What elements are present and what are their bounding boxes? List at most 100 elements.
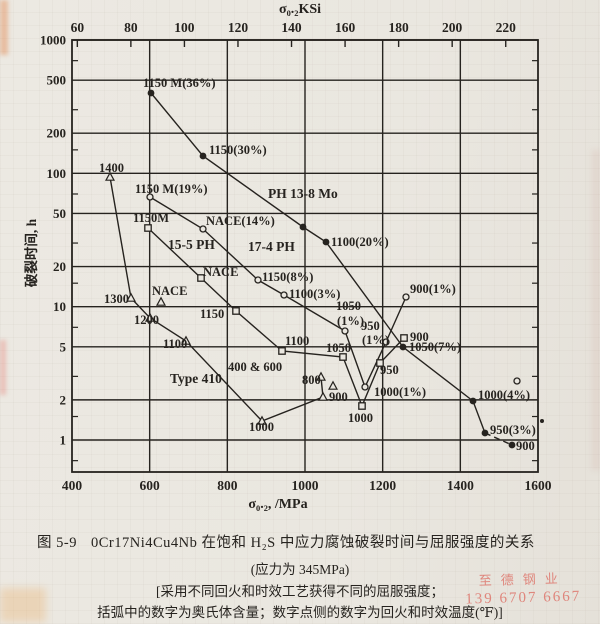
data-point-marker xyxy=(144,224,152,232)
y-tick-label: 100 xyxy=(47,166,67,181)
ksi-tick-label: 220 xyxy=(496,20,517,35)
ksi-tick-label: 200 xyxy=(442,20,463,35)
data-point-label: 1300 xyxy=(104,292,129,306)
x-tick-label: 1200 xyxy=(369,478,396,493)
series-line xyxy=(149,196,407,389)
series-name-label: 15-5 PH xyxy=(168,237,215,252)
data-point-marker xyxy=(341,327,349,335)
data-point-marker xyxy=(327,380,339,390)
data-point-label: NACE(14%) xyxy=(206,214,275,228)
ksi-tick-label: 80 xyxy=(124,20,138,35)
data-point-label: 1400 xyxy=(99,161,124,175)
top-axis-title: σ₀.₂KSi xyxy=(279,2,321,17)
x-tick-label: 1400 xyxy=(447,478,474,493)
data-point-label: 1100(20%) xyxy=(331,235,389,249)
data-point-marker xyxy=(382,338,390,346)
data-point-marker xyxy=(144,312,156,322)
data-point-label: 950(3%) xyxy=(490,423,536,437)
data-point-label: 950 xyxy=(361,319,380,333)
data-point-marker xyxy=(232,307,240,315)
data-point-marker xyxy=(199,152,207,160)
data-point-label: 1150 M(19%) xyxy=(135,182,208,196)
y-tick-label: 500 xyxy=(47,73,67,88)
plot-frame xyxy=(71,39,539,473)
data-point-label: 1150M xyxy=(133,211,169,225)
data-point-marker xyxy=(155,296,167,306)
data-point-label: 1150(8%) xyxy=(262,270,313,284)
series-name-label: Type 410 xyxy=(170,371,222,386)
bottom-axis-title: σ₀.₂, /MPa xyxy=(248,497,307,512)
figure-title: 0Cr17Ni4Cu4Nb 在饱和 H₂S 中应力腐蚀破裂时间与屈服强度的关系 xyxy=(90,535,535,551)
y-tick-label: 10 xyxy=(53,299,66,314)
y-tick-label: 1000 xyxy=(40,33,66,48)
data-point-marker xyxy=(146,193,154,201)
y-tick-label: 2 xyxy=(60,392,67,407)
data-point-label: (1%) xyxy=(362,333,389,347)
x-tick-label: 1000 xyxy=(292,478,319,493)
x-tick-label: 800 xyxy=(217,478,238,493)
y-tick-label: 5 xyxy=(60,339,67,354)
data-point-label: NACE xyxy=(203,265,238,279)
x-tick-label: 1600 xyxy=(525,478,552,493)
figure-note-line2: 括弧中的数字为奥氏体含量；数字点侧的数字为回火和时效温度(℉)] xyxy=(97,605,503,620)
series-name-label: PH 13-8 Mo xyxy=(268,186,338,201)
data-point-label: 400 & 600 xyxy=(228,360,282,374)
data-point-label: 900 xyxy=(329,390,348,404)
data-point-marker xyxy=(400,334,408,342)
y-tick-label: 20 xyxy=(53,259,66,274)
figure-number: 图 5-9 xyxy=(37,535,77,551)
series-line xyxy=(147,227,405,408)
ksi-tick-label: 100 xyxy=(174,20,195,35)
data-point-marker xyxy=(402,293,410,301)
data-point-marker xyxy=(280,291,288,299)
data-point-label: 900(1%) xyxy=(410,282,456,296)
ksi-tick-label: 140 xyxy=(281,20,302,35)
data-point-label: 1150 M(36%) xyxy=(143,76,216,90)
data-point-marker xyxy=(317,391,329,401)
series-name-label: 17-4 PH xyxy=(248,239,295,254)
data-point-label: 800 xyxy=(302,373,321,387)
data-point-marker xyxy=(361,383,369,391)
data-point-label: 950 xyxy=(380,363,399,377)
data-point-marker xyxy=(256,415,268,425)
data-point-label: 1050(7%) xyxy=(409,340,461,354)
data-point-marker xyxy=(125,292,137,302)
figure-caption: 图 5-9 0Cr17Ni4Cu4Nb 在饱和 H₂S 中应力腐蚀破裂时间与屈服强… xyxy=(0,531,600,552)
data-point-marker xyxy=(540,419,544,423)
figure-subtitle: (应力为 345MPa) xyxy=(250,562,350,577)
data-point-marker xyxy=(399,343,407,351)
data-point-marker xyxy=(278,347,286,355)
y-tick-label: 50 xyxy=(53,206,66,221)
data-point-label: 1100 xyxy=(163,337,187,351)
ksi-tick-label: 120 xyxy=(228,20,249,35)
data-point-label: 1000(4%) xyxy=(478,388,530,402)
data-point-label: 1050 xyxy=(336,299,361,313)
x-tick-label: 400 xyxy=(62,478,83,493)
data-point-label: 1000(1%) xyxy=(374,385,426,399)
data-point-marker xyxy=(469,397,477,405)
data-point-label: 900 xyxy=(516,439,535,453)
left-axis-title: 破裂时间, h xyxy=(23,218,39,287)
data-point-marker xyxy=(299,223,307,231)
data-point-label: NACE xyxy=(152,284,187,298)
data-point-label: 1100(3%) xyxy=(289,287,340,301)
data-point-marker xyxy=(197,274,205,282)
data-point-label: 1150 xyxy=(200,307,224,321)
data-point-label: 1200 xyxy=(134,313,159,327)
data-point-label: 900 xyxy=(410,330,429,344)
x-tick-label: 600 xyxy=(140,478,161,493)
ksi-tick-label: 60 xyxy=(71,20,85,35)
ksi-tick-label: 160 xyxy=(335,20,356,35)
data-point-marker xyxy=(508,441,516,449)
y-tick-label: 1 xyxy=(60,433,67,448)
data-point-label: 1000 xyxy=(348,411,373,425)
data-point-marker xyxy=(358,402,366,410)
data-point-marker xyxy=(481,429,489,437)
data-point-label: 1100 xyxy=(285,334,309,348)
figure-note-line1: [采用不同回火和时效工艺获得不同的屈服强度； xyxy=(156,584,444,599)
data-point-marker xyxy=(104,171,116,181)
data-point-marker xyxy=(513,377,521,385)
data-point-label: (1%) xyxy=(337,314,364,328)
